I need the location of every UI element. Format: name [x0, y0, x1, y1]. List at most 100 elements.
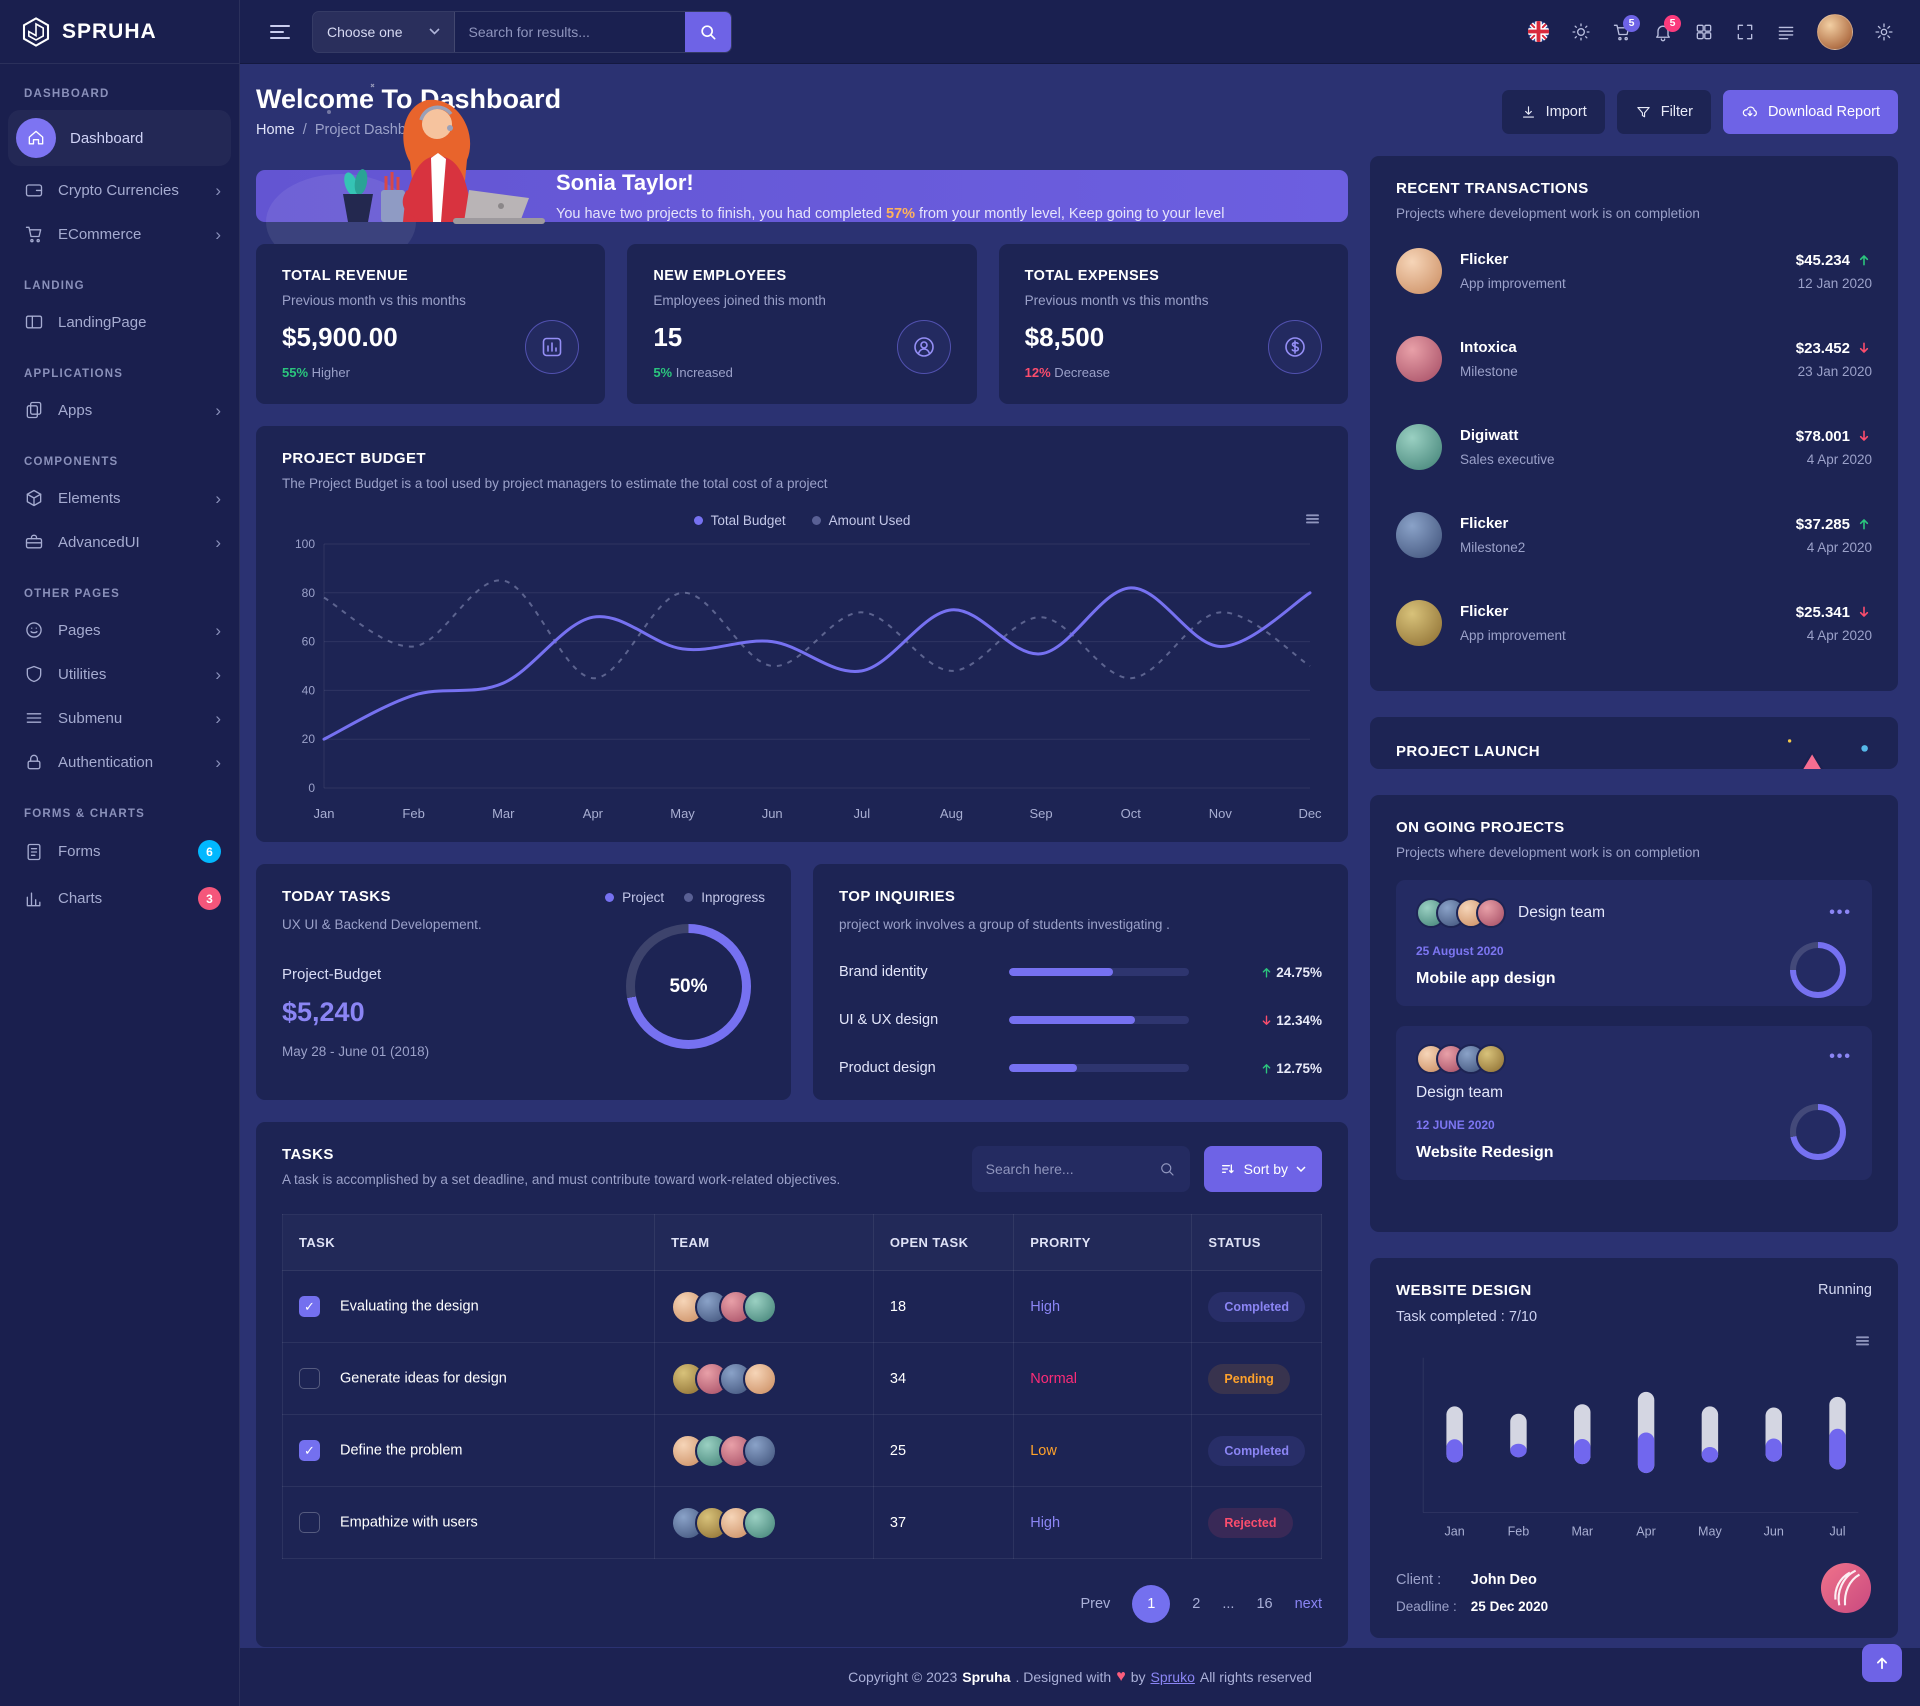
banner-message: You have two projects to finish, you had… — [556, 206, 1225, 222]
sidebar-item-pages[interactable]: Pages › — [0, 608, 239, 652]
chart-menu-icon[interactable] — [1303, 509, 1322, 528]
inquiry-row: Product design 12.75% — [839, 1060, 1322, 1076]
chevron-right-icon: › — [215, 180, 221, 200]
header-search-group: Choose one — [312, 10, 732, 53]
card-subtitle: Projects where development work is on co… — [1396, 845, 1700, 860]
apps-grid-icon[interactable] — [1694, 22, 1714, 42]
task-checkbox[interactable] — [299, 1368, 320, 1389]
scroll-to-top-button[interactable] — [1862, 1644, 1902, 1682]
user-avatar[interactable] — [1817, 13, 1853, 50]
smiley-icon — [26, 622, 42, 638]
task-checkbox[interactable] — [299, 1512, 320, 1533]
stat-card-total-expenses: TOTAL EXPENSES Previous month vs this mo… — [998, 244, 1348, 404]
funnel-icon — [1636, 106, 1650, 117]
chevron-down-icon — [428, 28, 440, 35]
sidebar-item-authentication[interactable]: Authentication › — [0, 740, 239, 784]
right-column: RECENT TRANSACTIONS Projects where devel… — [1370, 156, 1898, 1638]
chevron-right-icon: › — [215, 488, 221, 508]
sidebar-item-submenu[interactable]: Submenu › — [0, 696, 239, 740]
client-labels: Client : Deadline : — [1396, 1572, 1457, 1614]
tasks-search-input[interactable] — [985, 1161, 1158, 1177]
search-category-select[interactable]: Choose one — [313, 11, 455, 52]
search-input[interactable] — [454, 11, 685, 52]
avatar — [1396, 248, 1442, 294]
svg-text:Oct: Oct — [1121, 806, 1142, 821]
sidebar-item-ecommerce[interactable]: ECommerce › — [0, 212, 239, 256]
brand[interactable]: SPRUHA — [0, 0, 239, 64]
recent-transactions-card: RECENT TRANSACTIONS Projects where devel… — [1370, 156, 1898, 691]
chart-menu-icon[interactable] — [1396, 1331, 1872, 1350]
sun-icon — [1572, 22, 1590, 41]
sidebar-item-apps[interactable]: Apps › — [0, 388, 239, 432]
bar-chart-icon — [26, 892, 41, 906]
sidebar-item-landingpage[interactable]: LandingPage — [0, 300, 239, 344]
download-report-button[interactable]: Download Report — [1722, 90, 1898, 134]
cloud-download-icon — [1742, 106, 1757, 117]
chevron-right-icon: › — [215, 400, 221, 420]
sidebar-item-dashboard[interactable]: Dashboard — [8, 110, 231, 166]
card-title: RECENT TRANSACTIONS — [1396, 180, 1589, 197]
filter-button[interactable]: Filter — [1616, 90, 1711, 134]
task-name: Define the problem — [340, 1442, 463, 1459]
project-name: Mobile app design — [1416, 970, 1556, 987]
card-subtitle: Projects where development work is on co… — [1396, 206, 1700, 221]
chevron-right-icon: › — [215, 620, 221, 640]
brand-logo-icon — [20, 16, 52, 48]
search-icon[interactable] — [1158, 1160, 1176, 1178]
pagination-page-16[interactable]: 16 — [1256, 1596, 1273, 1612]
pagination-prev[interactable]: Prev — [1080, 1596, 1111, 1612]
pagination-page-1[interactable]: 1 — [1132, 1585, 1171, 1623]
pagination-next[interactable]: next — [1294, 1596, 1322, 1612]
project-progress-ring — [1790, 1104, 1846, 1160]
home-icon — [16, 118, 56, 158]
task-checkbox[interactable]: ✓ — [299, 1296, 320, 1317]
project-date: 12 JUNE 2020 — [1416, 1118, 1495, 1132]
sidebar-item-advancedui[interactable]: AdvancedUI › — [0, 520, 239, 564]
cart-icon[interactable]: 5 — [1612, 14, 1640, 42]
pagination-ellipsis[interactable]: ... — [1222, 1596, 1235, 1612]
stat-change: 55% Higher — [282, 365, 350, 380]
notifications-bell-icon[interactable]: 5 — [1653, 14, 1681, 42]
arrow-down-icon — [1859, 430, 1869, 441]
priority-label: High — [1013, 1486, 1193, 1559]
arrow-up-icon — [1859, 519, 1869, 530]
options-icon[interactable]: ••• — [1829, 1048, 1852, 1065]
sidebar-toggle-icon[interactable] — [266, 21, 294, 43]
spruko-link[interactable]: Spruko — [1150, 1669, 1195, 1685]
fullscreen-icon[interactable] — [1735, 22, 1755, 42]
status-badge: Completed — [1208, 1435, 1305, 1466]
search-button[interactable] — [684, 11, 731, 52]
stat-title: TOTAL REVENUE — [282, 268, 409, 284]
language-flag-icon[interactable] — [1527, 20, 1550, 43]
progress-bar — [1009, 968, 1189, 976]
sidebar-item-label: AdvancedUI — [58, 533, 140, 551]
svg-text:Mar: Mar — [492, 806, 515, 821]
sidebar-item-elements[interactable]: Elements › — [0, 476, 239, 520]
sidebar-item-utilities[interactable]: Utilities › — [0, 652, 239, 696]
options-icon[interactable]: ••• — [1829, 904, 1852, 921]
svg-text:Aug: Aug — [940, 806, 963, 821]
sidebar-item-forms[interactable]: Forms 6 — [0, 828, 239, 875]
svg-text:Jul: Jul — [854, 806, 871, 821]
chevron-right-icon: › — [215, 664, 221, 684]
sort-by-button[interactable]: Sort by — [1203, 1146, 1322, 1192]
tasks-card: TASKS A task is accomplished by a set de… — [256, 1122, 1348, 1647]
welcome-banner: Sonia Taylor! You have two projects to f… — [256, 83, 1348, 270]
settings-gear-icon[interactable] — [1874, 22, 1894, 42]
breadcrumb-home[interactable]: Home — [256, 122, 295, 138]
stat-card-new-employees: NEW EMPLOYEES Employees joined this mont… — [627, 244, 977, 404]
import-button[interactable]: Import — [1501, 90, 1605, 134]
progress-bar — [1009, 1016, 1189, 1024]
task-checkbox[interactable]: ✓ — [299, 1440, 320, 1461]
theme-toggle-icon[interactable] — [1571, 22, 1591, 42]
transaction-row: Flicker Milestone2 $37.285 4 Apr 2020 — [1396, 491, 1872, 579]
status-label: Running — [1817, 1282, 1872, 1298]
chevron-right-icon: › — [215, 752, 221, 772]
sidebar-item-charts[interactable]: Charts 3 — [0, 875, 239, 922]
sidebar-item-crypto-currencies[interactable]: Crypto Currencies › — [0, 168, 239, 212]
lock-icon — [27, 754, 41, 770]
stat-value: 15 — [653, 322, 683, 352]
pagination-page-2[interactable]: 2 — [1192, 1596, 1201, 1612]
right-panel-icon[interactable] — [1776, 22, 1796, 42]
chevron-right-icon: › — [215, 532, 221, 552]
